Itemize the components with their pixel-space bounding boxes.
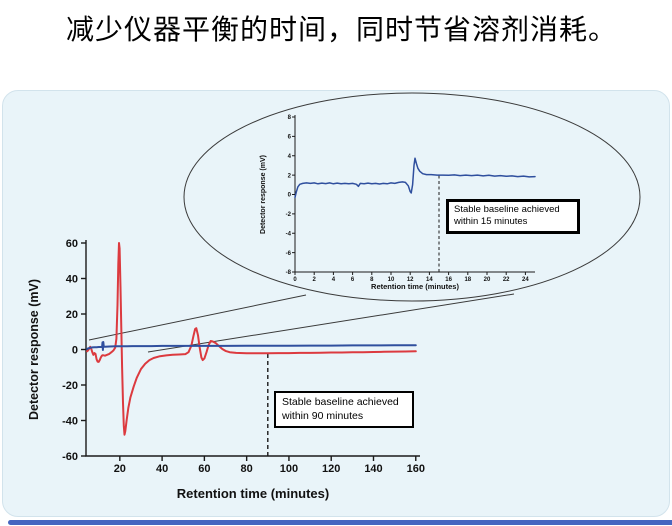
svg-text:8: 8 bbox=[370, 277, 374, 283]
main-annotation-box: Stable baseline achieved within 90 minut… bbox=[274, 391, 414, 429]
bottom-accent-bar bbox=[8, 520, 672, 525]
callout-line-left bbox=[88, 294, 307, 341]
svg-text:-8: -8 bbox=[286, 270, 292, 276]
svg-text:40: 40 bbox=[156, 463, 168, 475]
svg-text:-6: -6 bbox=[286, 251, 292, 257]
svg-text:4: 4 bbox=[288, 154, 292, 160]
svg-text:160: 160 bbox=[407, 463, 425, 475]
svg-text:60: 60 bbox=[66, 238, 78, 250]
svg-text:0: 0 bbox=[72, 344, 78, 356]
svg-text:120: 120 bbox=[322, 463, 340, 475]
svg-text:60: 60 bbox=[198, 463, 210, 475]
svg-text:-4: -4 bbox=[286, 231, 292, 237]
svg-text:2: 2 bbox=[288, 173, 292, 179]
svg-text:0: 0 bbox=[288, 193, 292, 199]
svg-text:12: 12 bbox=[407, 277, 414, 283]
annotation-text-line2: within 15 minutes bbox=[454, 216, 528, 228]
svg-text:6: 6 bbox=[288, 135, 292, 141]
svg-text:6: 6 bbox=[351, 277, 355, 283]
svg-text:16: 16 bbox=[445, 277, 452, 283]
page-title: 减少仪器平衡的时间，同时节省溶剂消耗。 bbox=[66, 13, 618, 46]
svg-text:4: 4 bbox=[332, 277, 336, 283]
inset-annotation-box: Stable baseline achieved within 15 minut… bbox=[446, 199, 580, 234]
svg-text:40: 40 bbox=[66, 273, 78, 285]
svg-text:10: 10 bbox=[388, 277, 395, 283]
svg-text:80: 80 bbox=[241, 463, 253, 475]
svg-text:20: 20 bbox=[484, 277, 491, 283]
annotation-text-line1: Stable baseline achieved bbox=[454, 204, 560, 215]
svg-text:20: 20 bbox=[66, 309, 78, 321]
svg-text:Retention time (minutes): Retention time (minutes) bbox=[371, 282, 459, 291]
svg-text:Retention time (minutes): Retention time (minutes) bbox=[177, 486, 329, 501]
svg-text:2: 2 bbox=[313, 277, 317, 283]
svg-text:14: 14 bbox=[426, 277, 433, 283]
annotation-text-line1: Stable baseline achieved bbox=[282, 396, 399, 408]
magnifier-ellipse bbox=[183, 92, 641, 302]
svg-text:20: 20 bbox=[114, 463, 126, 475]
svg-text:Detector response (mV): Detector response (mV) bbox=[260, 155, 267, 234]
svg-text:-20: -20 bbox=[62, 380, 78, 392]
svg-text:Detector response (mV): Detector response (mV) bbox=[27, 279, 41, 420]
callout-line-right bbox=[147, 293, 515, 353]
annotation-text-line2: within 90 minutes bbox=[282, 409, 364, 422]
svg-text:8: 8 bbox=[288, 115, 292, 121]
svg-text:22: 22 bbox=[503, 277, 510, 283]
svg-text:0: 0 bbox=[293, 277, 297, 283]
figure-panel: 60 40 20 0 -20 -40 -60 20 40 60 80 100 120 140 160 Rete… bbox=[2, 90, 670, 517]
svg-text:-40: -40 bbox=[62, 415, 78, 427]
svg-text:100: 100 bbox=[280, 463, 298, 475]
svg-text:-2: -2 bbox=[286, 212, 292, 218]
svg-text:24: 24 bbox=[522, 277, 529, 283]
svg-text:18: 18 bbox=[464, 277, 471, 283]
svg-text:-60: -60 bbox=[62, 451, 78, 463]
svg-text:140: 140 bbox=[364, 463, 382, 475]
